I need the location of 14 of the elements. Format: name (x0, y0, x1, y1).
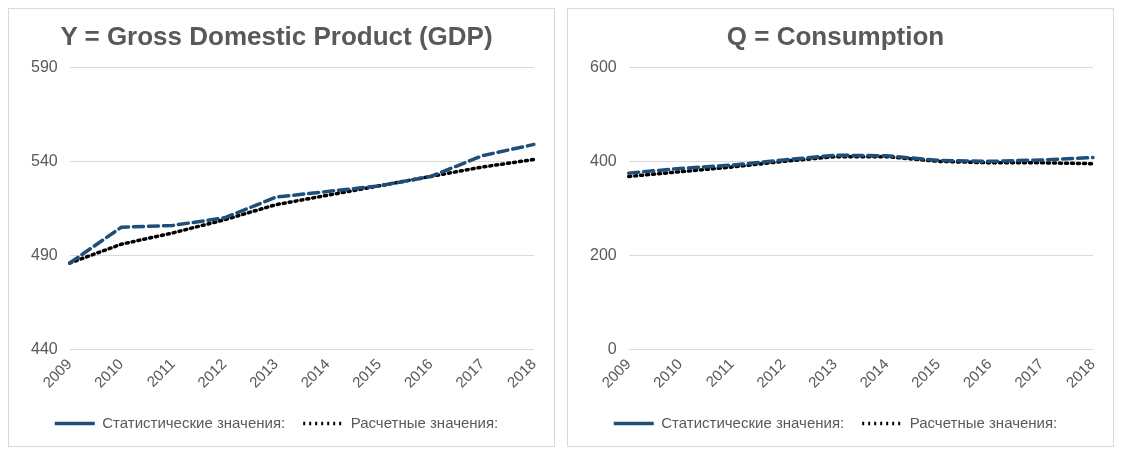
y-tick-label: 440 (30, 340, 58, 358)
chart-title: Y = Gross Domestic Product (GDP) (60, 20, 493, 51)
legend-label: Расчетные значения: (350, 413, 499, 431)
y-tick-label: 490 (30, 245, 58, 263)
legend-label: Расчетные значения: (909, 413, 1058, 431)
y-tick-label: 600 (589, 57, 617, 75)
y-tick-label: 0 (607, 340, 617, 358)
chart-title: Q = Consumption (726, 20, 945, 51)
legend-label: Статистические значения: (661, 413, 845, 431)
y-tick-label: 200 (589, 245, 617, 263)
y-tick-label: 400 (589, 151, 617, 169)
y-tick-label: 590 (30, 57, 58, 75)
legend-label: Статистические значения: (102, 413, 286, 431)
y-tick-label: 540 (30, 151, 58, 169)
